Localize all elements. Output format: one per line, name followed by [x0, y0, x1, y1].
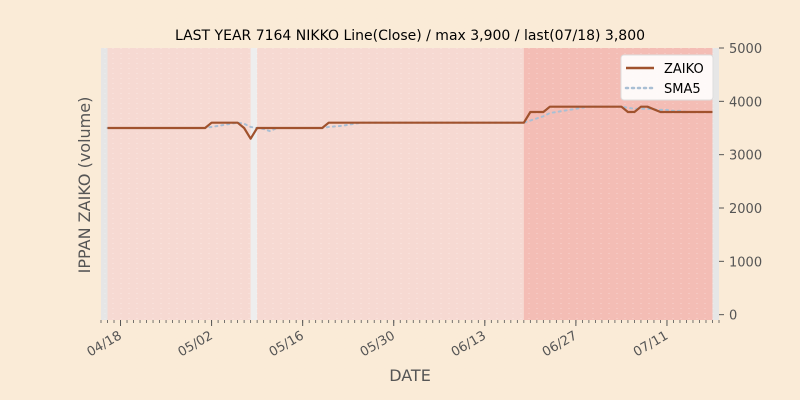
background-band	[712, 48, 719, 320]
dot-grid	[104, 48, 714, 320]
legend-label-zaiko: ZAIKO	[664, 62, 704, 77]
background-band	[101, 48, 108, 320]
series-line-zaiko	[107, 105, 713, 140]
y-tick-label: 4000	[729, 95, 762, 110]
y-tick-label: 3000	[729, 149, 762, 164]
background-bands	[101, 48, 719, 320]
y-tick-label: 1000	[729, 255, 762, 270]
background-band	[107, 48, 251, 320]
legend: ZAIKO SMA5	[620, 54, 714, 101]
series-line-sma5	[106, 105, 714, 133]
background-band	[250, 48, 258, 320]
y-tick-label: 2000	[729, 202, 762, 217]
chart-title: LAST YEAR 7164 NIKKO Line(Close) / max 3…	[175, 28, 645, 44]
x-axis-label: DATE	[389, 366, 431, 385]
background-band	[257, 48, 524, 320]
legend-label-sma5: SMA5	[664, 82, 701, 97]
y-axis-label: IPPAN ZAIKO (volume)	[75, 97, 94, 274]
series-layer	[106, 105, 714, 140]
y-tick-label: 5000	[729, 42, 762, 57]
y-tick-label: 0	[729, 309, 737, 324]
